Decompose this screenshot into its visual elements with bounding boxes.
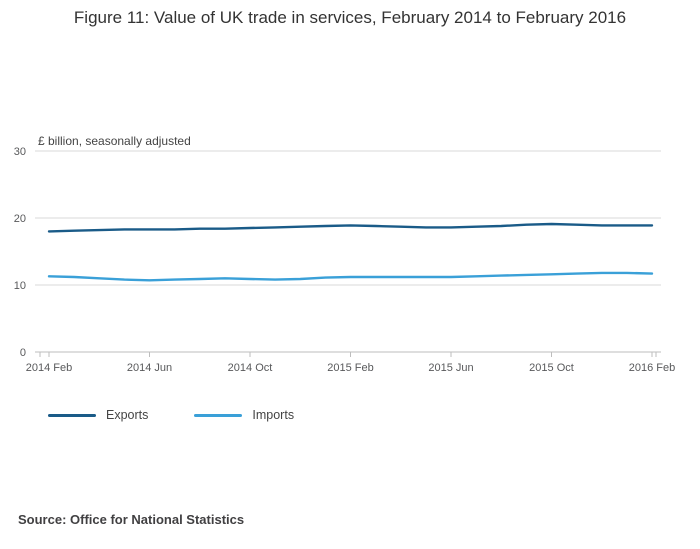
imports-line-swatch: [194, 413, 243, 417]
legend-item-imports[interactable]: Imports: [194, 408, 294, 422]
chart-title: Figure 11: Value of UK trade in services…: [73, 8, 627, 27]
exports-line-swatch: [48, 413, 96, 417]
source-attribution: Source: Office for National Statistics: [18, 512, 245, 527]
svg-text:2016 Feb: 2016 Feb: [629, 362, 675, 374]
svg-text:2015 Oct: 2015 Oct: [529, 362, 574, 374]
exports-line[interactable]: [47, 222, 654, 233]
legend-label-exports: Exports: [106, 408, 149, 422]
svg-text:20: 20: [14, 213, 26, 225]
svg-text:2014 Oct: 2014 Oct: [228, 362, 273, 374]
x-tick-labels: 2014 Feb 2014 Jun 2014 Oct 2015 Feb 2015 Jun…: [26, 362, 675, 374]
x-axis-ticks: [39, 352, 657, 357]
legend: Exports Imports: [48, 408, 294, 422]
svg-text:10: 10: [14, 280, 26, 292]
y-gridlines: [35, 150, 661, 353]
imports-line[interactable]: [47, 271, 654, 282]
svg-text:2014 Jun: 2014 Jun: [127, 362, 172, 374]
svg-text:0: 0: [20, 347, 26, 359]
svg-text:2015 Feb: 2015 Feb: [327, 362, 373, 374]
svg-text:2014 Feb: 2014 Feb: [26, 362, 72, 374]
legend-label-imports: Imports: [252, 408, 295, 422]
legend-item-exports[interactable]: Exports: [48, 408, 148, 422]
svg-text:30: 30: [14, 146, 26, 158]
y-tick-labels: 0 10 20 30: [14, 146, 26, 359]
svg-text:2015 Jun: 2015 Jun: [428, 362, 473, 374]
trade-in-services-chart[interactable]: 0 10 20 30 £ billion, seasonally adjusted 201…: [0, 128, 700, 383]
y-axis-unit-label: £ billion, seasonally adjusted: [38, 134, 191, 148]
